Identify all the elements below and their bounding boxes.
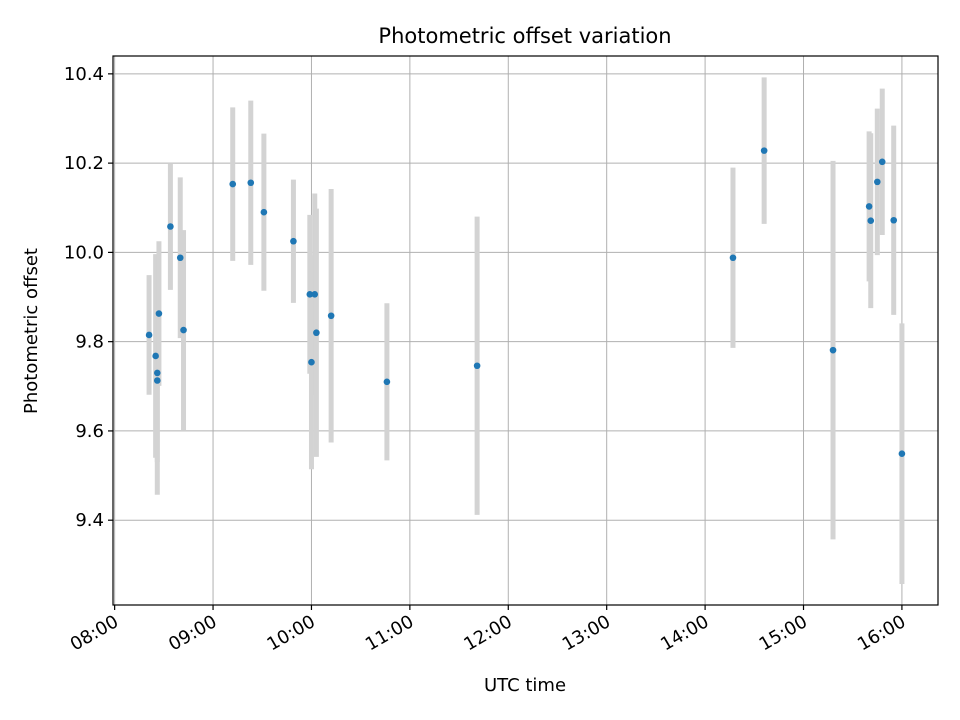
data-point (290, 237, 297, 245)
y-axis-label: Photometric offset (21, 248, 42, 414)
data-point (260, 208, 268, 216)
data-point (145, 331, 153, 339)
y-tick-label: 9.8 (75, 332, 104, 353)
data-point (898, 450, 906, 457)
y-tick-label: 10.4 (64, 64, 104, 85)
data-point (180, 326, 187, 334)
data-point (155, 310, 163, 317)
y-axis-ticks: 9.4 9.6 9.8 10.0 10.2 10.4 (64, 64, 113, 531)
y-tick-label: 10.2 (64, 153, 104, 174)
data-point (176, 254, 184, 262)
data-point (729, 254, 737, 262)
data-point (383, 378, 391, 386)
data-point (229, 180, 237, 188)
data-point (152, 352, 159, 360)
data-point (153, 369, 161, 377)
data-point (865, 203, 873, 210)
data-point (878, 158, 886, 166)
data-points (145, 147, 906, 457)
data-point (153, 377, 161, 384)
x-axis-label: UTC time (484, 675, 566, 696)
grid (113, 56, 938, 605)
data-point (311, 291, 319, 298)
data-point (306, 291, 314, 298)
data-point (247, 179, 255, 187)
y-tick-label: 10.0 (64, 242, 104, 263)
data-point (308, 358, 315, 366)
data-point (313, 329, 320, 337)
data-point (890, 216, 898, 224)
y-tick-label: 9.6 (75, 421, 104, 442)
y-tick-label: 9.4 (75, 510, 104, 531)
data-point (867, 217, 875, 224)
plot-frame (112, 55, 939, 606)
data-point (473, 362, 481, 370)
data-point (760, 147, 768, 154)
data-point (874, 178, 881, 186)
chart-title: Photometric offset variation (378, 24, 671, 48)
data-point (167, 223, 174, 230)
data-point (829, 346, 837, 354)
data-point (327, 312, 335, 320)
